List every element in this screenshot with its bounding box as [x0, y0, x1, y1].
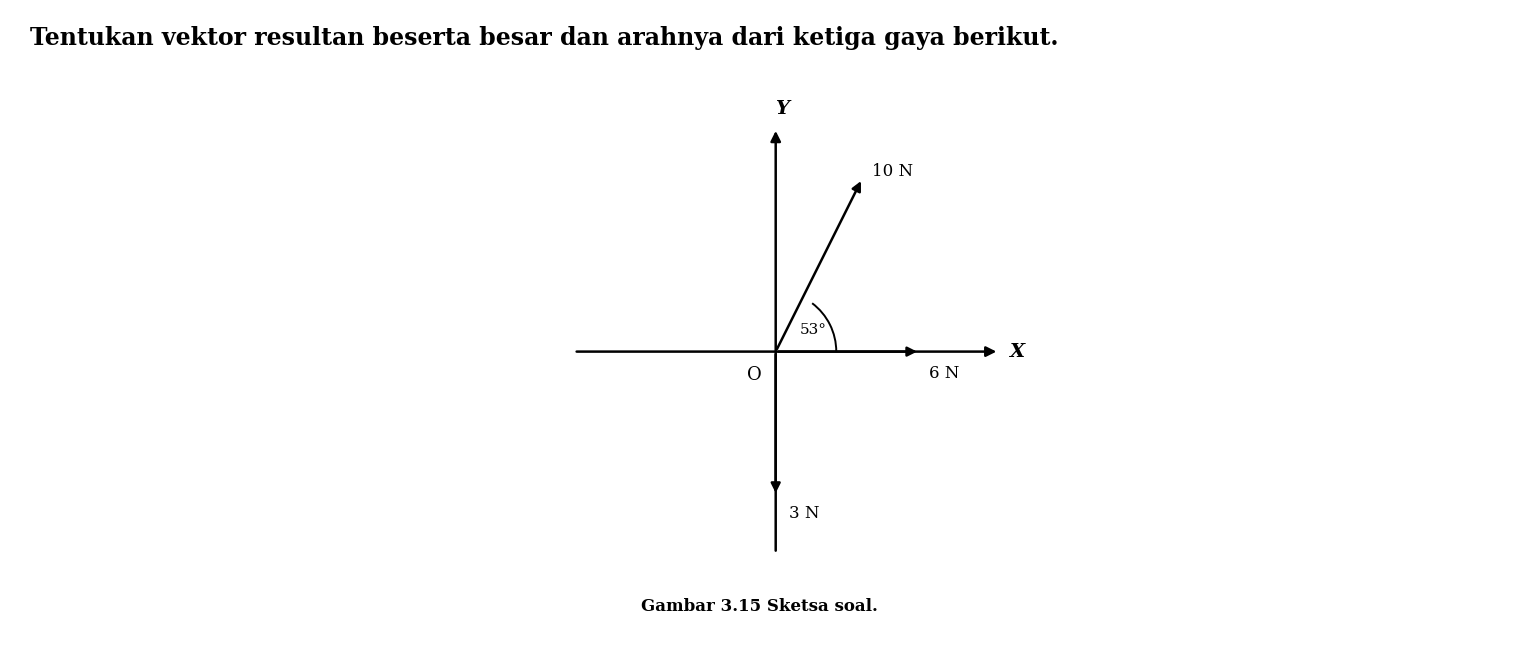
- Text: O: O: [747, 366, 762, 384]
- Text: Tentukan vektor resultan beserta besar dan arahnya dari ketiga gaya berikut.: Tentukan vektor resultan beserta besar d…: [30, 26, 1060, 50]
- Text: Y: Y: [774, 100, 788, 118]
- Text: 3 N: 3 N: [789, 505, 820, 521]
- Text: 10 N: 10 N: [873, 163, 914, 180]
- Text: Gambar 3.15 Sketsa soal.: Gambar 3.15 Sketsa soal.: [641, 598, 877, 615]
- Text: 53°: 53°: [800, 324, 827, 337]
- Text: X: X: [1009, 343, 1025, 360]
- Text: 6 N: 6 N: [929, 365, 959, 382]
